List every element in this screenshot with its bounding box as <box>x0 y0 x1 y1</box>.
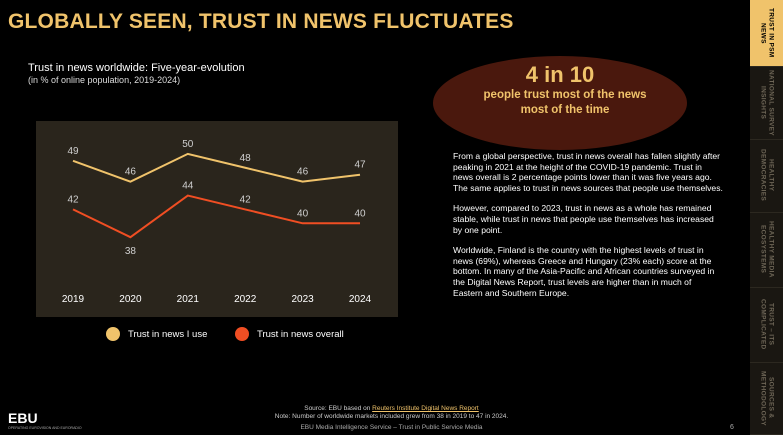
section-sidebar <box>750 0 783 434</box>
tab-healthy-media-ecosystems[interactable]: HEALTHY MEDIA ECOSYSTEMS <box>750 212 783 288</box>
data-label: 42 <box>240 194 252 205</box>
data-label: 42 <box>67 194 79 205</box>
data-label: 48 <box>240 153 252 164</box>
service-footer: EBU Media Intelligence Service – Trust i… <box>300 424 483 431</box>
legend-label-trust-news-i-use: Trust in news I use <box>128 328 208 340</box>
x-tick-label: 2023 <box>291 294 314 305</box>
data-label: 40 <box>354 208 366 219</box>
source-link[interactable]: Reuters Institute Digital News Report <box>372 405 479 412</box>
chart-subtitle: (in % of online population, 2019-2024) <box>28 75 181 85</box>
data-label: 40 <box>297 208 309 219</box>
data-label: 49 <box>67 146 79 157</box>
data-label: 44 <box>182 181 194 192</box>
legend-label-trust-news-overall: Trust in news overall <box>257 328 344 340</box>
tab-trust-in-psm-news[interactable]: TRUST IN PSM NEWS <box>750 0 783 67</box>
body-paragraph-2: However, compared to 2023, trust in news… <box>453 203 714 235</box>
body-text: From a global perspective, trust in news… <box>453 151 723 308</box>
legend-item-trust-news-i-use: Trust in news I use <box>106 327 207 341</box>
data-label: 47 <box>354 160 366 171</box>
tab-national-survey-insights[interactable]: NATIONAL SURVEY INSIGHTS <box>750 66 783 140</box>
body-paragraph-3: Worldwide, Finland is the country with t… <box>453 245 715 298</box>
legend-marker-trust-news-i-use <box>106 327 120 341</box>
tab-trust-its-complicated[interactable]: TRUST – ITS COMPLICATED <box>750 287 783 363</box>
x-tick-label: 2021 <box>177 294 200 305</box>
x-tick-label: 2019 <box>62 294 85 305</box>
highlight-stat: 4 in 10 <box>525 62 595 87</box>
series-line-0 <box>72 152 361 183</box>
ebu-logo: EBU <box>8 410 38 426</box>
source-prefix: Source: EBU based on <box>304 405 373 412</box>
source-line: Source: EBU based on Reuters Institute D… <box>0 405 783 412</box>
legend-item-trust-news-overall: Trust in news overall <box>235 327 344 341</box>
footnote: Note: Number of worldwide markets includ… <box>274 413 509 420</box>
data-label: 46 <box>297 167 309 178</box>
series-line-1 <box>72 194 360 239</box>
x-tick-label: 2020 <box>119 294 142 305</box>
body-paragraph-1: From a global perspective, trust in news… <box>453 151 723 193</box>
x-tick-label: 2024 <box>349 294 372 305</box>
tab-healthy-democracies[interactable]: HEALTHY DEMOCRACIES <box>750 139 783 213</box>
data-label: 46 <box>125 167 137 178</box>
page-number: 6 <box>730 424 734 431</box>
highlight-oval <box>433 56 687 150</box>
data-label: 50 <box>182 139 194 150</box>
x-tick-label: 2022 <box>234 294 257 305</box>
page-title: GLOBALLY SEEN, TRUST IN NEWS FLUCTUATES <box>8 10 514 33</box>
data-label: 38 <box>125 246 137 257</box>
legend-marker-trust-news-overall <box>235 327 249 341</box>
ebu-logo-tagline: OPERATING EUROVISION AND EURORADIO <box>8 426 82 430</box>
highlight-text: people trust most of the news most of th… <box>483 89 647 116</box>
chart-title: Trust in news worldwide: Five-year-evolu… <box>28 62 245 74</box>
plot-area <box>36 121 398 317</box>
